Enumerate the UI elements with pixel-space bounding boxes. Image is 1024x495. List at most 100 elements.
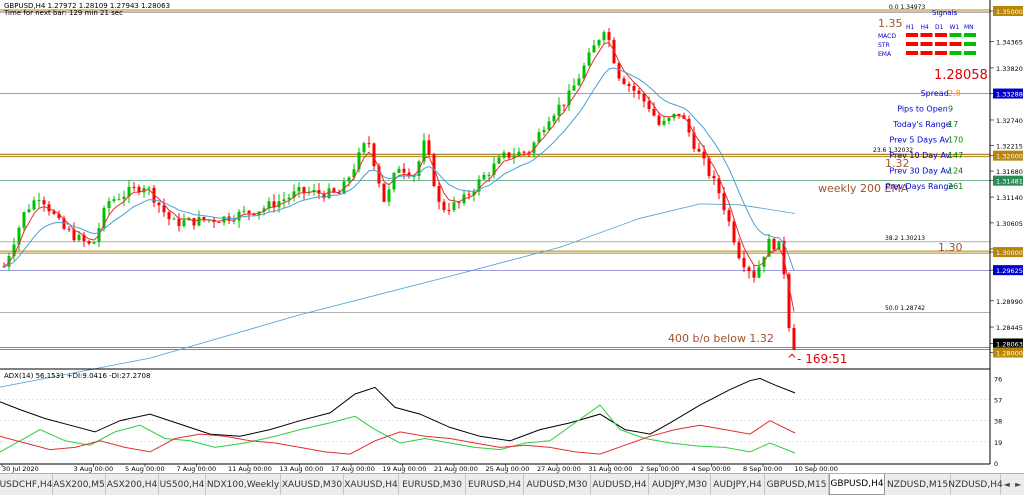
tab-nzdusd-m15[interactable]: NZDUSD,M15 <box>885 474 951 495</box>
bullish-candle <box>667 117 671 121</box>
bearish-candle <box>747 267 751 272</box>
time-label: 8 Sep 00:00 <box>743 465 782 473</box>
bearish-candle <box>247 210 251 214</box>
level-1-30-label: 1.30 <box>938 241 963 254</box>
bearish-candle <box>217 221 221 223</box>
price-tick-label: 1.31140 <box>996 194 1023 202</box>
bearish-candle <box>702 151 706 159</box>
bearish-candle <box>712 175 716 179</box>
bullish-candle <box>232 220 236 222</box>
bearish-candle <box>332 188 336 192</box>
signal-cell <box>949 33 962 37</box>
tab-nzdusd-h4[interactable]: NZDUSD,H4 <box>948 474 1003 495</box>
tab-scroll-left-icon[interactable]: ◄ <box>1003 480 1010 489</box>
gbpusd-h4-chart[interactable]: 1.350001.343651.338201.332881.327401.322… <box>0 0 1024 473</box>
price-axis-marker <box>993 347 1023 358</box>
signal-timeframe-d1: D1 <box>935 24 944 31</box>
bullish-candle <box>32 200 36 210</box>
signal-cell <box>920 51 933 55</box>
signal-cell <box>935 51 947 55</box>
bearish-candle <box>407 172 411 177</box>
tab-xauusd-h4[interactable]: XAUUSD,H4 <box>344 474 399 495</box>
current-price: 1.28058 <box>934 68 988 83</box>
bullish-candle <box>147 187 151 189</box>
bearish-candle <box>42 200 46 205</box>
stat-value: 17 <box>948 120 958 129</box>
price-tick-label: 1.29625 <box>996 267 1023 275</box>
bearish-candle <box>402 168 406 173</box>
weekly-200-ema-line <box>0 203 796 388</box>
bullish-candle <box>357 152 361 170</box>
signal-cell <box>920 33 933 37</box>
breakout-note: 400 b/o below 1.32 <box>668 332 774 345</box>
tab-usdchf-h4[interactable]: USDCHF,H4 <box>0 474 53 495</box>
tab-audjpy-m30[interactable]: AUDJPY,M30 <box>649 474 711 495</box>
bearish-candle <box>317 189 321 194</box>
signals-panel: Signals H1 H4 D1 W1 MN MACD STR EMA 1.28058 Sp… <box>878 9 988 191</box>
bearish-candle <box>792 327 796 350</box>
bullish-candle <box>387 189 391 202</box>
bearish-candle <box>372 143 376 167</box>
stat-label: Prev 10 Day Av <box>889 151 950 160</box>
signal-cell <box>920 42 933 46</box>
fib-label-0: 0.0 1.34973 <box>889 4 925 11</box>
weekly-200-ema-label: weekly 200 EMA <box>818 182 909 195</box>
bearish-candle <box>737 242 741 259</box>
stat-label: Prev Days Range <box>886 182 954 191</box>
fib-label-23-6: 23.6 1.32032 <box>873 147 913 154</box>
time-label: 17 Aug 00:00 <box>331 465 375 473</box>
tab-asx200-h4[interactable]: ASX200,H4 <box>106 474 159 495</box>
stat-value: 261 <box>948 182 963 191</box>
bullish-candle <box>262 208 266 212</box>
tab-audjpy-h4[interactable]: AUDJPY,H4 <box>711 474 765 495</box>
bearish-candle <box>442 201 446 211</box>
tab-gbpusd-h4[interactable]: GBPUSD,H4 <box>829 474 885 495</box>
stat-value: 170 <box>948 136 963 145</box>
price-tick-label: 1.33820 <box>996 65 1023 73</box>
adx-header: ADX(14) 56.1531 +DI:9.0416 -DI:27.2708 <box>4 372 150 380</box>
bullish-candle <box>502 152 506 158</box>
tab-xauusd-m30[interactable]: XAUUSD,M30 <box>281 474 344 495</box>
time-label: 7 Aug 00:00 <box>177 465 217 473</box>
signal-cell <box>906 33 918 37</box>
bullish-candle <box>352 169 356 178</box>
time-label: 3 Aug 00:00 <box>74 465 114 473</box>
tab-audusd-m30[interactable]: AUDUSD,M30 <box>524 474 591 495</box>
bullish-candle <box>7 256 11 267</box>
price-tick-label: 1.32740 <box>996 117 1023 125</box>
bearish-candle <box>677 113 681 116</box>
bearish-candle <box>562 104 566 106</box>
stat-value: 124 <box>948 167 963 176</box>
signal-timeframe-h4: H4 <box>921 24 930 31</box>
stat-value: 2.8 <box>948 89 961 98</box>
tab-gbpusd-m15[interactable]: GBPUSD,M15 <box>765 474 829 495</box>
bearish-candle <box>707 158 711 176</box>
bullish-candle <box>557 104 561 116</box>
tab-eurusd-m30[interactable]: EURUSD,M30 <box>399 474 466 495</box>
tab-eurusd-h4[interactable]: EURUSD,H4 <box>466 474 524 495</box>
bearish-candle <box>162 205 166 213</box>
ema-slow-line <box>3 67 795 272</box>
time-label: 27 Aug 00:00 <box>537 465 581 473</box>
signal-timeframe-w1: W1 <box>950 24 960 31</box>
bearish-candle <box>432 154 436 187</box>
time-label: 19 Aug 00:00 <box>383 465 427 473</box>
bullish-candle <box>767 238 771 257</box>
tab-audusd-h4[interactable]: AUDUSD,H4 <box>591 474 649 495</box>
plus-di-line <box>0 404 796 454</box>
signal-cell <box>949 51 962 55</box>
bearish-candle <box>67 228 71 230</box>
bearish-candle <box>627 83 631 86</box>
tab-us500-h4[interactable]: US500,H4 <box>159 474 206 495</box>
bullish-candle <box>242 210 246 212</box>
bearish-candle <box>732 221 736 243</box>
bearish-candle <box>322 193 326 199</box>
tab-scroll-right-icon[interactable]: ► <box>1015 480 1022 489</box>
tab-asx200-m5[interactable]: ASX200,M5 <box>53 474 106 495</box>
header-symbol-line: GBPUSD,H4 1.27972 1.28109 1.27943 1.2806… <box>4 2 170 10</box>
bearish-candle <box>137 186 141 193</box>
signal-cell <box>906 51 918 55</box>
stat-label: Prev 5 Days Av <box>889 136 949 145</box>
bullish-candle <box>117 199 121 201</box>
tab-ndx100-weekly[interactable]: NDX100,Weekly <box>206 474 281 495</box>
